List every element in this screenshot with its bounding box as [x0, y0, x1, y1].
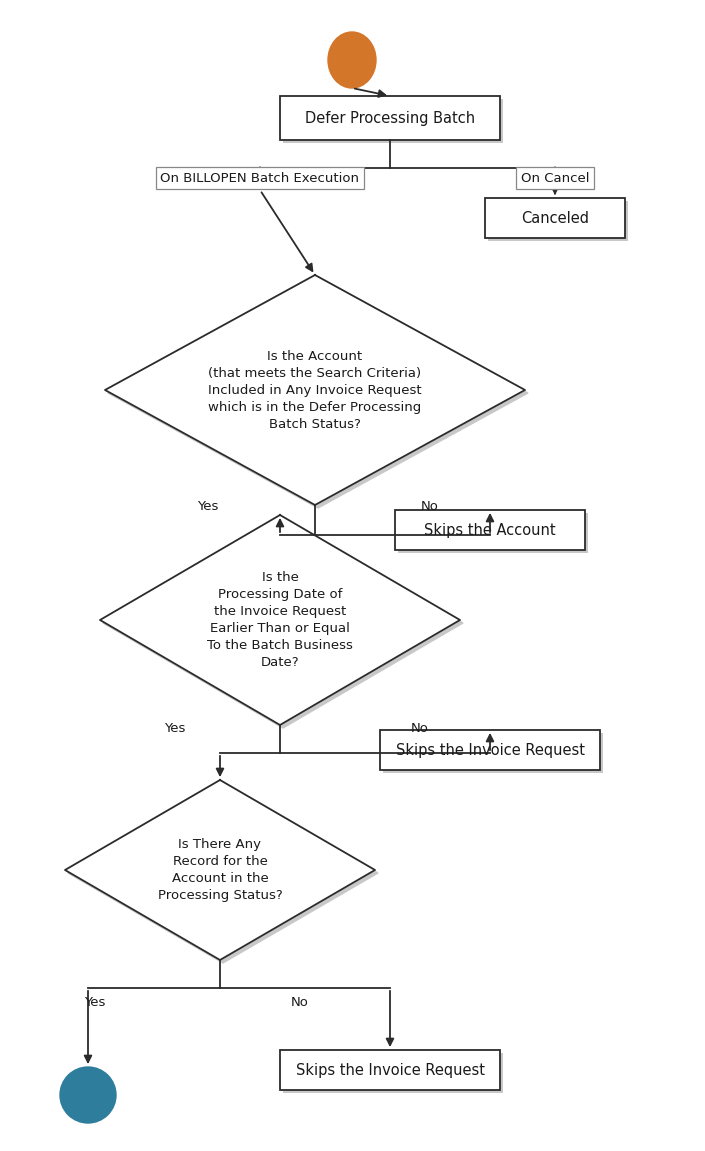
FancyBboxPatch shape	[485, 198, 625, 238]
FancyBboxPatch shape	[380, 730, 600, 770]
Polygon shape	[65, 780, 375, 960]
FancyBboxPatch shape	[383, 733, 603, 773]
Polygon shape	[103, 518, 463, 727]
Text: Yes: Yes	[164, 722, 185, 734]
Polygon shape	[68, 783, 378, 963]
Text: Defer Processing Batch: Defer Processing Batch	[305, 110, 475, 125]
Text: Skips the Invoice Request: Skips the Invoice Request	[295, 1062, 484, 1077]
Text: Skips the Invoice Request: Skips the Invoice Request	[396, 742, 584, 757]
FancyBboxPatch shape	[280, 1050, 500, 1090]
Text: Is the Account
(that meets the Search Criteria)
Included in Any Invoice Request
: Is the Account (that meets the Search Cr…	[208, 350, 422, 430]
Text: No: No	[291, 996, 309, 1008]
Text: No: No	[411, 722, 429, 734]
Text: On Cancel: On Cancel	[521, 171, 589, 184]
Polygon shape	[105, 275, 525, 505]
Text: Yes: Yes	[197, 500, 219, 512]
FancyBboxPatch shape	[283, 1053, 503, 1093]
FancyBboxPatch shape	[488, 201, 628, 241]
FancyBboxPatch shape	[283, 99, 503, 143]
Text: Canceled: Canceled	[521, 211, 589, 226]
Text: Skips the Account: Skips the Account	[424, 523, 556, 538]
Circle shape	[60, 1067, 116, 1123]
FancyBboxPatch shape	[398, 513, 588, 552]
Polygon shape	[100, 514, 460, 725]
Text: Is the
Processing Date of
the Invoice Request
Earlier Than or Equal
To the Batch: Is the Processing Date of the Invoice Re…	[207, 571, 353, 669]
FancyBboxPatch shape	[280, 96, 500, 140]
Text: Is There Any
Record for the
Account in the
Processing Status?: Is There Any Record for the Account in t…	[158, 838, 283, 902]
Text: No: No	[421, 500, 439, 512]
FancyBboxPatch shape	[395, 510, 585, 550]
Ellipse shape	[328, 32, 376, 87]
Text: Yes: Yes	[85, 996, 106, 1008]
Text: On BILLOPEN Batch Execution: On BILLOPEN Batch Execution	[161, 171, 360, 184]
Polygon shape	[108, 279, 528, 508]
